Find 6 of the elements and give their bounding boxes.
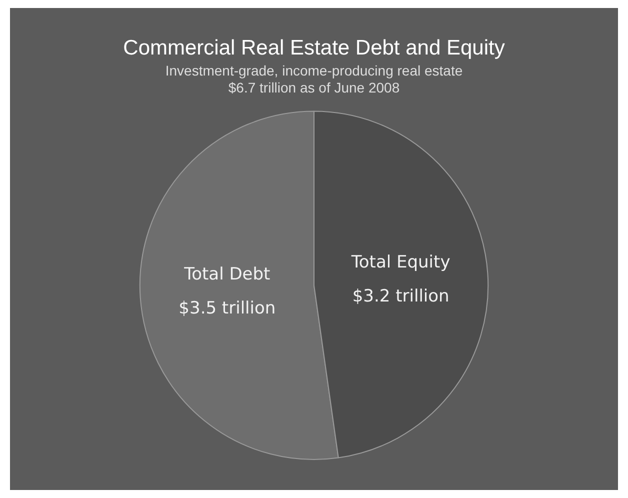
chart-subtitle: Investment-grade, income-producing real estate $6.7 trillion as of June 2008 <box>165 62 463 96</box>
chart-title: Commercial Real Estate Debt and Equity <box>123 36 506 60</box>
slice-label: Total Debt <box>183 264 271 285</box>
data-label: $3.2 trillion <box>352 286 450 306</box>
slice-label: Total Equity <box>350 252 450 272</box>
data-label: $3.5 trillion <box>178 298 276 319</box>
